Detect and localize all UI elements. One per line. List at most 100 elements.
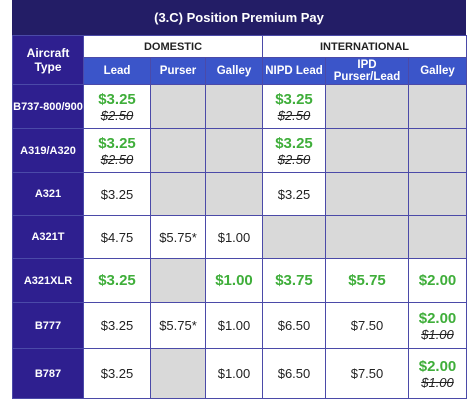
pay-rate: $7.50: [350, 318, 384, 333]
pay-cell: $7.50: [325, 302, 409, 349]
empty-cell: [205, 172, 263, 216]
aircraft-row: A321 $3.25 $3.25: [12, 172, 468, 216]
aircraft-row: B787 $3.25 $1.00 $6.50 $7.50 $2.00 $1.00: [12, 348, 468, 399]
pay-cell: $6.50: [262, 348, 326, 399]
empty-cell: [205, 128, 263, 173]
column-header: IPD Purser/Lead: [325, 57, 409, 85]
pay-cell: $3.25 $2.50: [83, 84, 151, 129]
pay-rate: $3.25: [100, 318, 134, 333]
pay-rate: $2.00: [418, 272, 457, 289]
group-header: INTERNATIONAL: [261, 35, 468, 58]
empty-cell: [325, 84, 409, 129]
pay-cell: $3.25 $2.50: [83, 128, 151, 173]
pay-cell: $1.00: [205, 302, 263, 349]
empty-cell: [407, 172, 468, 216]
pay-rate: $3.25: [100, 186, 134, 202]
previous-rate: $2.50: [100, 107, 134, 123]
pay-rate: $2.00: [418, 309, 457, 327]
pay-cell: $3.25 $2.50: [262, 128, 326, 173]
aircraft-row: A319/A320 $3.25 $2.50 $3.25 $2.50: [12, 128, 468, 173]
pay-cell: $3.25: [83, 302, 151, 349]
pay-table: Aircraft Type DOMESTIC INTERNATIONAL Lead Pu…: [12, 35, 468, 399]
pay-rate: $1.00: [217, 229, 251, 245]
pay-cell: $7.50: [325, 348, 409, 399]
pay-rate: $2.00: [418, 357, 457, 375]
empty-cell: [325, 172, 409, 216]
pay-cell: $1.00: [205, 258, 263, 303]
aircraft-type: B777: [12, 302, 84, 349]
column-header: Purser: [150, 57, 206, 85]
pay-rate: $1.00: [217, 318, 251, 333]
empty-cell: [150, 348, 206, 399]
pay-rate: $5.75: [348, 272, 386, 289]
pay-cell: $3.25: [262, 172, 326, 216]
column-header: Galley: [205, 57, 263, 85]
pay-rate: $3.25: [277, 186, 311, 202]
pay-cell: $1.00: [205, 348, 263, 399]
aircraft-type: B787: [12, 348, 84, 399]
aircraft-type: B737-800/900: [12, 84, 84, 129]
pay-cell: $2.00 $1.00: [407, 348, 468, 399]
pay-rate: $3.25: [100, 366, 134, 381]
previous-rate: $2.50: [277, 107, 311, 123]
empty-cell: [325, 128, 409, 173]
pay-rate: $3.25: [98, 90, 136, 108]
column-header: Galley: [407, 57, 468, 85]
empty-cell: [150, 128, 206, 173]
pay-cell: $4.75: [83, 215, 151, 259]
previous-rate: $2.50: [100, 151, 134, 167]
pay-rate: $3.25: [275, 134, 313, 152]
pay-cell: $2.00 $1.00: [407, 302, 468, 349]
title-bar: (3.C) Position Premium Pay: [12, 0, 466, 35]
empty-cell: [262, 215, 326, 259]
aircraft-row: A321XLR $3.25 $1.00 $3.75 $5.75 $2.00: [12, 258, 468, 303]
pay-rate: $6.50: [277, 318, 311, 333]
group-header: DOMESTIC: [83, 35, 263, 58]
corner-header: Aircraft Type: [12, 35, 84, 85]
pay-cell: $5.75: [325, 258, 409, 303]
pay-rate: $7.50: [350, 366, 384, 381]
previous-rate: $2.50: [277, 151, 311, 167]
column-header: NIPD Lead: [262, 57, 326, 85]
group-header-row: Aircraft Type DOMESTIC INTERNATIONAL: [12, 35, 468, 85]
aircraft-row: B777 $3.25 $5.75* $1.00 $6.50 $7.50 $2.00 $1.00: [12, 302, 468, 349]
empty-cell: [150, 84, 206, 129]
empty-cell: [407, 128, 468, 173]
pay-cell: $5.75*: [150, 302, 206, 349]
pay-rate: $5.75*: [159, 318, 197, 333]
pay-rate: $4.75: [100, 229, 134, 245]
pay-cell: $3.25: [83, 172, 151, 216]
aircraft-type: A321XLR: [12, 258, 84, 303]
column-header: Lead: [83, 57, 151, 85]
pay-cell: $6.50: [262, 302, 326, 349]
premium-pay-panel: (3.C) Position Premium Pay Aircraft Type…: [12, 0, 468, 399]
pay-rate: $3.75: [275, 272, 313, 289]
previous-rate: $1.00: [421, 374, 454, 390]
aircraft-type: A321: [12, 172, 84, 216]
pay-rate: $5.75*: [159, 229, 197, 245]
empty-cell: [205, 84, 263, 129]
pay-cell: $3.75: [262, 258, 326, 303]
pay-cell: $3.25: [83, 258, 151, 303]
empty-cell: [325, 215, 409, 259]
pay-cell: $3.25 $2.50: [262, 84, 326, 129]
pay-cell: $1.00: [205, 215, 263, 259]
empty-cell: [407, 215, 468, 259]
pay-rate: $3.25: [98, 272, 136, 289]
column-header-row: Lead Purser Galley NIPD Lead IPD Purser/Lead…: [13, 57, 468, 85]
previous-rate: $1.00: [421, 326, 454, 342]
aircraft-type: A319/A320: [12, 128, 84, 173]
pay-cell: $5.75*: [150, 215, 206, 259]
pay-rate: $3.25: [275, 90, 313, 108]
empty-cell: [407, 84, 468, 129]
pay-rate: $1.00: [215, 272, 253, 289]
pay-rate: $1.00: [217, 366, 251, 381]
aircraft-type: A321T: [12, 215, 84, 259]
pay-cell: $3.25: [83, 348, 151, 399]
pay-rate: $6.50: [277, 366, 311, 381]
pay-cell: $2.00: [407, 258, 468, 303]
pay-rate: $3.25: [98, 134, 136, 152]
empty-cell: [150, 258, 206, 303]
aircraft-row: B737-800/900 $3.25 $2.50 $3.25 $2.50: [12, 84, 468, 129]
